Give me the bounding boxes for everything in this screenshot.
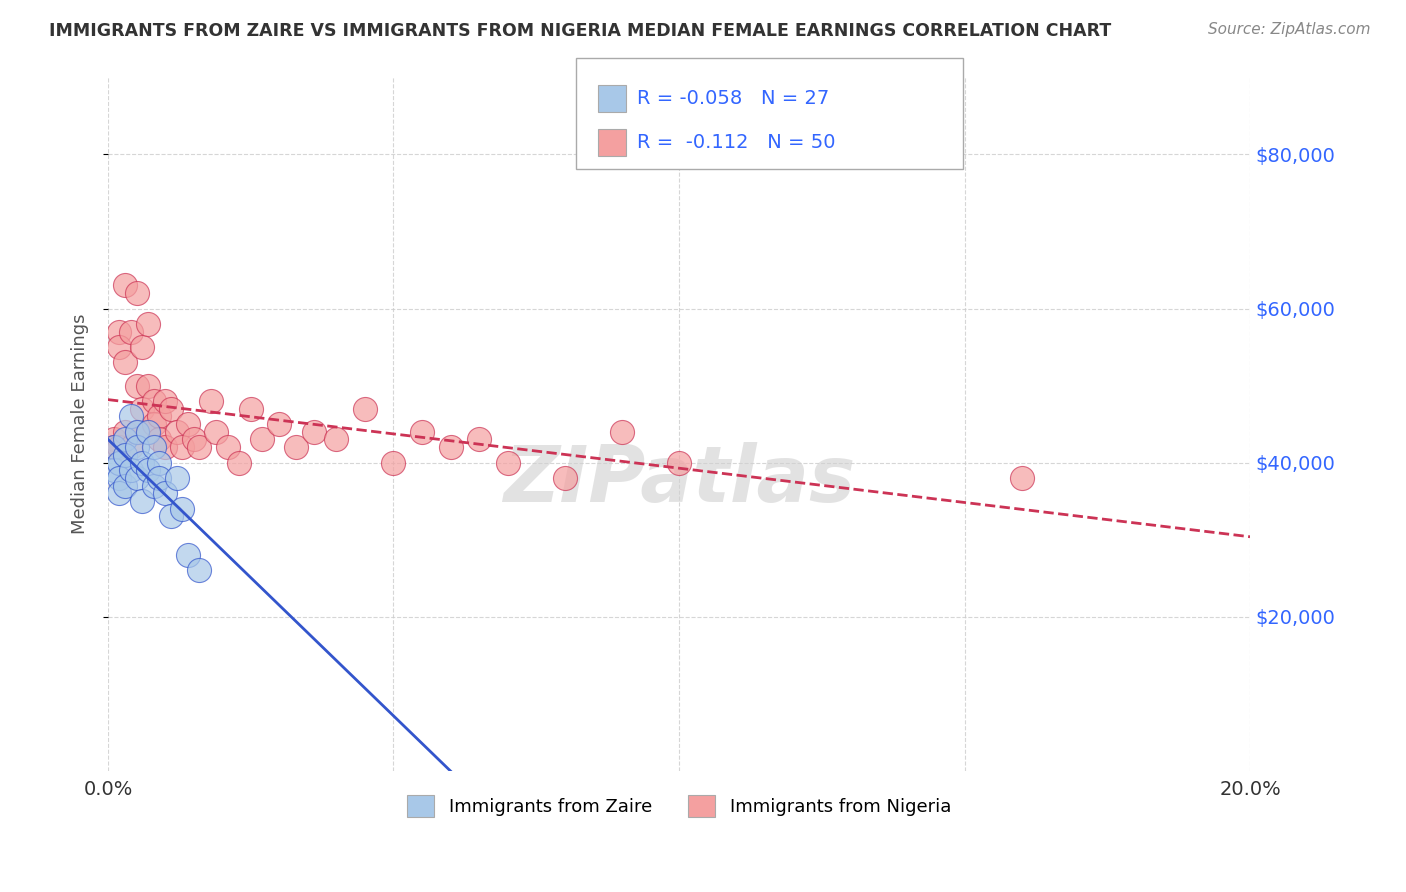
Point [610, 425, 633, 439]
Point [142, 440, 165, 454]
Point [148, 409, 170, 424]
Point [108, 325, 131, 339]
Point [108, 471, 131, 485]
Text: Source: ZipAtlas.com: Source: ZipAtlas.com [1208, 22, 1371, 37]
Text: R =  -0.112   N = 50: R = -0.112 N = 50 [637, 133, 835, 153]
Point [148, 471, 170, 485]
Point [142, 417, 165, 431]
Point [269, 417, 291, 431]
Point [131, 401, 153, 416]
Point [205, 425, 228, 439]
Legend: Immigrants from Zaire, Immigrants from Nigeria: Immigrants from Zaire, Immigrants from N… [399, 788, 957, 824]
Point [120, 325, 142, 339]
Point [411, 425, 433, 439]
Point [250, 433, 273, 447]
Point [172, 440, 194, 454]
Point [1011, 471, 1033, 485]
Text: ZIPatlas: ZIPatlas [503, 442, 855, 517]
Point [136, 425, 159, 439]
Point [177, 548, 200, 562]
Point [153, 486, 176, 500]
Point [166, 471, 188, 485]
Point [159, 401, 181, 416]
Point [114, 448, 136, 462]
Point [153, 394, 176, 409]
Point [228, 456, 250, 470]
Point [354, 401, 377, 416]
Point [108, 456, 131, 470]
Point [382, 456, 405, 470]
Point [325, 433, 347, 447]
Point [159, 509, 181, 524]
Point [302, 425, 325, 439]
Point [120, 409, 142, 424]
Point [125, 286, 148, 301]
Point [120, 440, 142, 454]
Point [114, 278, 136, 293]
Point [103, 440, 125, 454]
Point [496, 456, 519, 470]
Point [125, 378, 148, 392]
Point [142, 394, 165, 409]
Point [217, 440, 239, 454]
Point [188, 440, 211, 454]
Point [125, 425, 148, 439]
Point [136, 378, 159, 392]
Point [114, 425, 136, 439]
Point [183, 433, 205, 447]
Point [136, 317, 159, 331]
Point [131, 494, 153, 508]
Point [468, 433, 491, 447]
Point [668, 456, 690, 470]
Point [172, 501, 194, 516]
Y-axis label: Median Female Earnings: Median Female Earnings [72, 314, 89, 534]
Point [200, 394, 222, 409]
Point [131, 340, 153, 354]
Point [114, 433, 136, 447]
Point [554, 471, 576, 485]
Point [136, 425, 159, 439]
Point [114, 355, 136, 369]
Text: R = -0.058   N = 27: R = -0.058 N = 27 [637, 88, 830, 108]
Point [108, 340, 131, 354]
Point [136, 463, 159, 477]
Point [439, 440, 461, 454]
Point [120, 463, 142, 477]
Point [125, 471, 148, 485]
Point [103, 440, 125, 454]
Point [285, 440, 308, 454]
Text: IMMIGRANTS FROM ZAIRE VS IMMIGRANTS FROM NIGERIA MEDIAN FEMALE EARNINGS CORRELAT: IMMIGRANTS FROM ZAIRE VS IMMIGRANTS FROM… [49, 22, 1112, 40]
Point [166, 425, 188, 439]
Point [125, 425, 148, 439]
Point [239, 401, 262, 416]
Point [131, 456, 153, 470]
Point [114, 478, 136, 492]
Point [148, 456, 170, 470]
Point [153, 440, 176, 454]
Point [103, 463, 125, 477]
Point [142, 478, 165, 492]
Point [148, 433, 170, 447]
Point [177, 417, 200, 431]
Point [125, 440, 148, 454]
Point [108, 486, 131, 500]
Point [108, 440, 131, 454]
Point [103, 433, 125, 447]
Point [188, 563, 211, 577]
